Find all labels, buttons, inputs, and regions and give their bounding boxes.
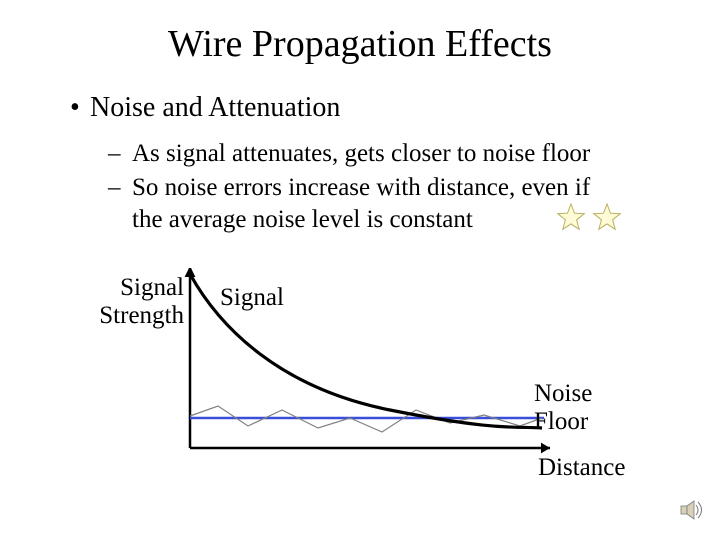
- x-axis-label: Distance: [538, 454, 625, 482]
- speaker-icon: [680, 499, 706, 526]
- noise-floor-label: Noise Floor: [534, 380, 650, 436]
- attenuation-chart: Signal Strength Signal Noise Floor Dista…: [90, 268, 650, 498]
- sub-point-1: –As signal attenuates, gets closer to no…: [108, 138, 680, 169]
- signal-curve-label: Signal: [220, 284, 284, 312]
- bullet-main-text: Noise and Attenuation: [90, 92, 340, 123]
- bullet-main: •Noise and Attenuation: [70, 92, 340, 124]
- y-axis-label: Signal Strength: [84, 274, 184, 329]
- star-icons: [555, 200, 627, 239]
- page-title: Wire Propagation Effects: [0, 22, 720, 66]
- sub-point-2: –So noise errors increase with distance,…: [108, 172, 680, 203]
